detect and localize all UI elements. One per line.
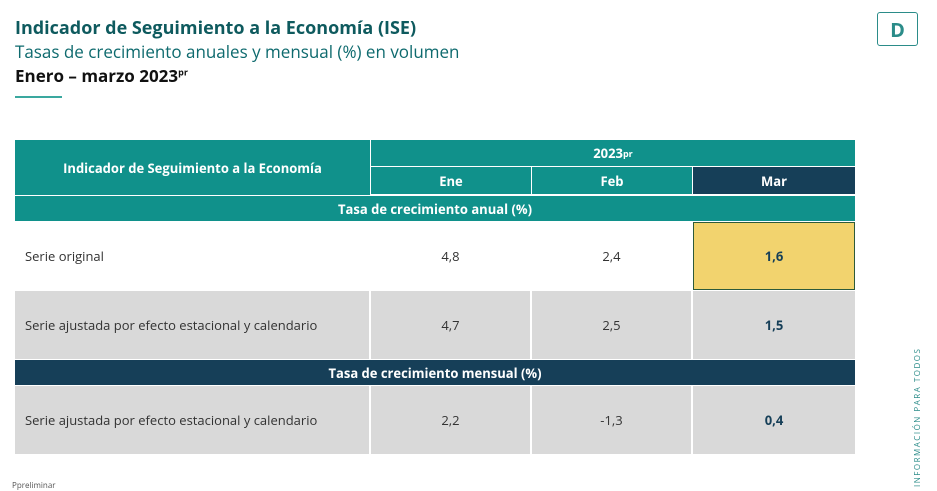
value-cell: 1,6 bbox=[693, 222, 855, 290]
row-label: Serie original bbox=[15, 222, 369, 290]
row-label: Serie ajustada por efecto estacional y c… bbox=[15, 291, 369, 359]
corner-header: Indicador de Seguimiento a la Economía bbox=[15, 140, 370, 195]
month-header: Feb bbox=[532, 167, 692, 194]
value-cell: 0,4 bbox=[693, 386, 855, 454]
period-sup: pr bbox=[178, 65, 188, 79]
month-header: Mar bbox=[693, 167, 855, 194]
month-header: Ene bbox=[371, 167, 531, 194]
underline bbox=[15, 96, 62, 98]
logo: D bbox=[877, 12, 918, 46]
value-cell: 2,2 bbox=[371, 386, 530, 454]
side-text: INFORMACIÓN PARA TODOS bbox=[912, 347, 923, 487]
value-cell: 2,4 bbox=[532, 222, 691, 290]
value-cell: -1,3 bbox=[532, 386, 691, 454]
row-label: Serie ajustada por efecto estacional y c… bbox=[15, 386, 369, 454]
section-header: Tasa de crecimiento mensual (%) bbox=[15, 360, 855, 385]
subtitle: Tasas de crecimiento anuales y mensual (… bbox=[15, 40, 460, 63]
year: 2023 bbox=[593, 144, 623, 162]
year-sup: pr bbox=[622, 146, 633, 160]
year-header: 2023 pr bbox=[371, 140, 855, 166]
value-cell: 2,5 bbox=[532, 291, 691, 359]
footnote: Ppreliminar bbox=[12, 480, 56, 491]
period-text: Enero – marzo 2023 bbox=[15, 64, 179, 87]
value-cell: 4,8 bbox=[371, 222, 530, 290]
period: Enero – marzo 2023pr bbox=[15, 64, 188, 87]
title: Indicador de Seguimiento a la Economía (… bbox=[15, 16, 417, 40]
section-header: Tasa de crecimiento anual (%) bbox=[15, 196, 855, 221]
value-cell: 4,7 bbox=[371, 291, 530, 359]
value-cell: 1,5 bbox=[693, 291, 855, 359]
